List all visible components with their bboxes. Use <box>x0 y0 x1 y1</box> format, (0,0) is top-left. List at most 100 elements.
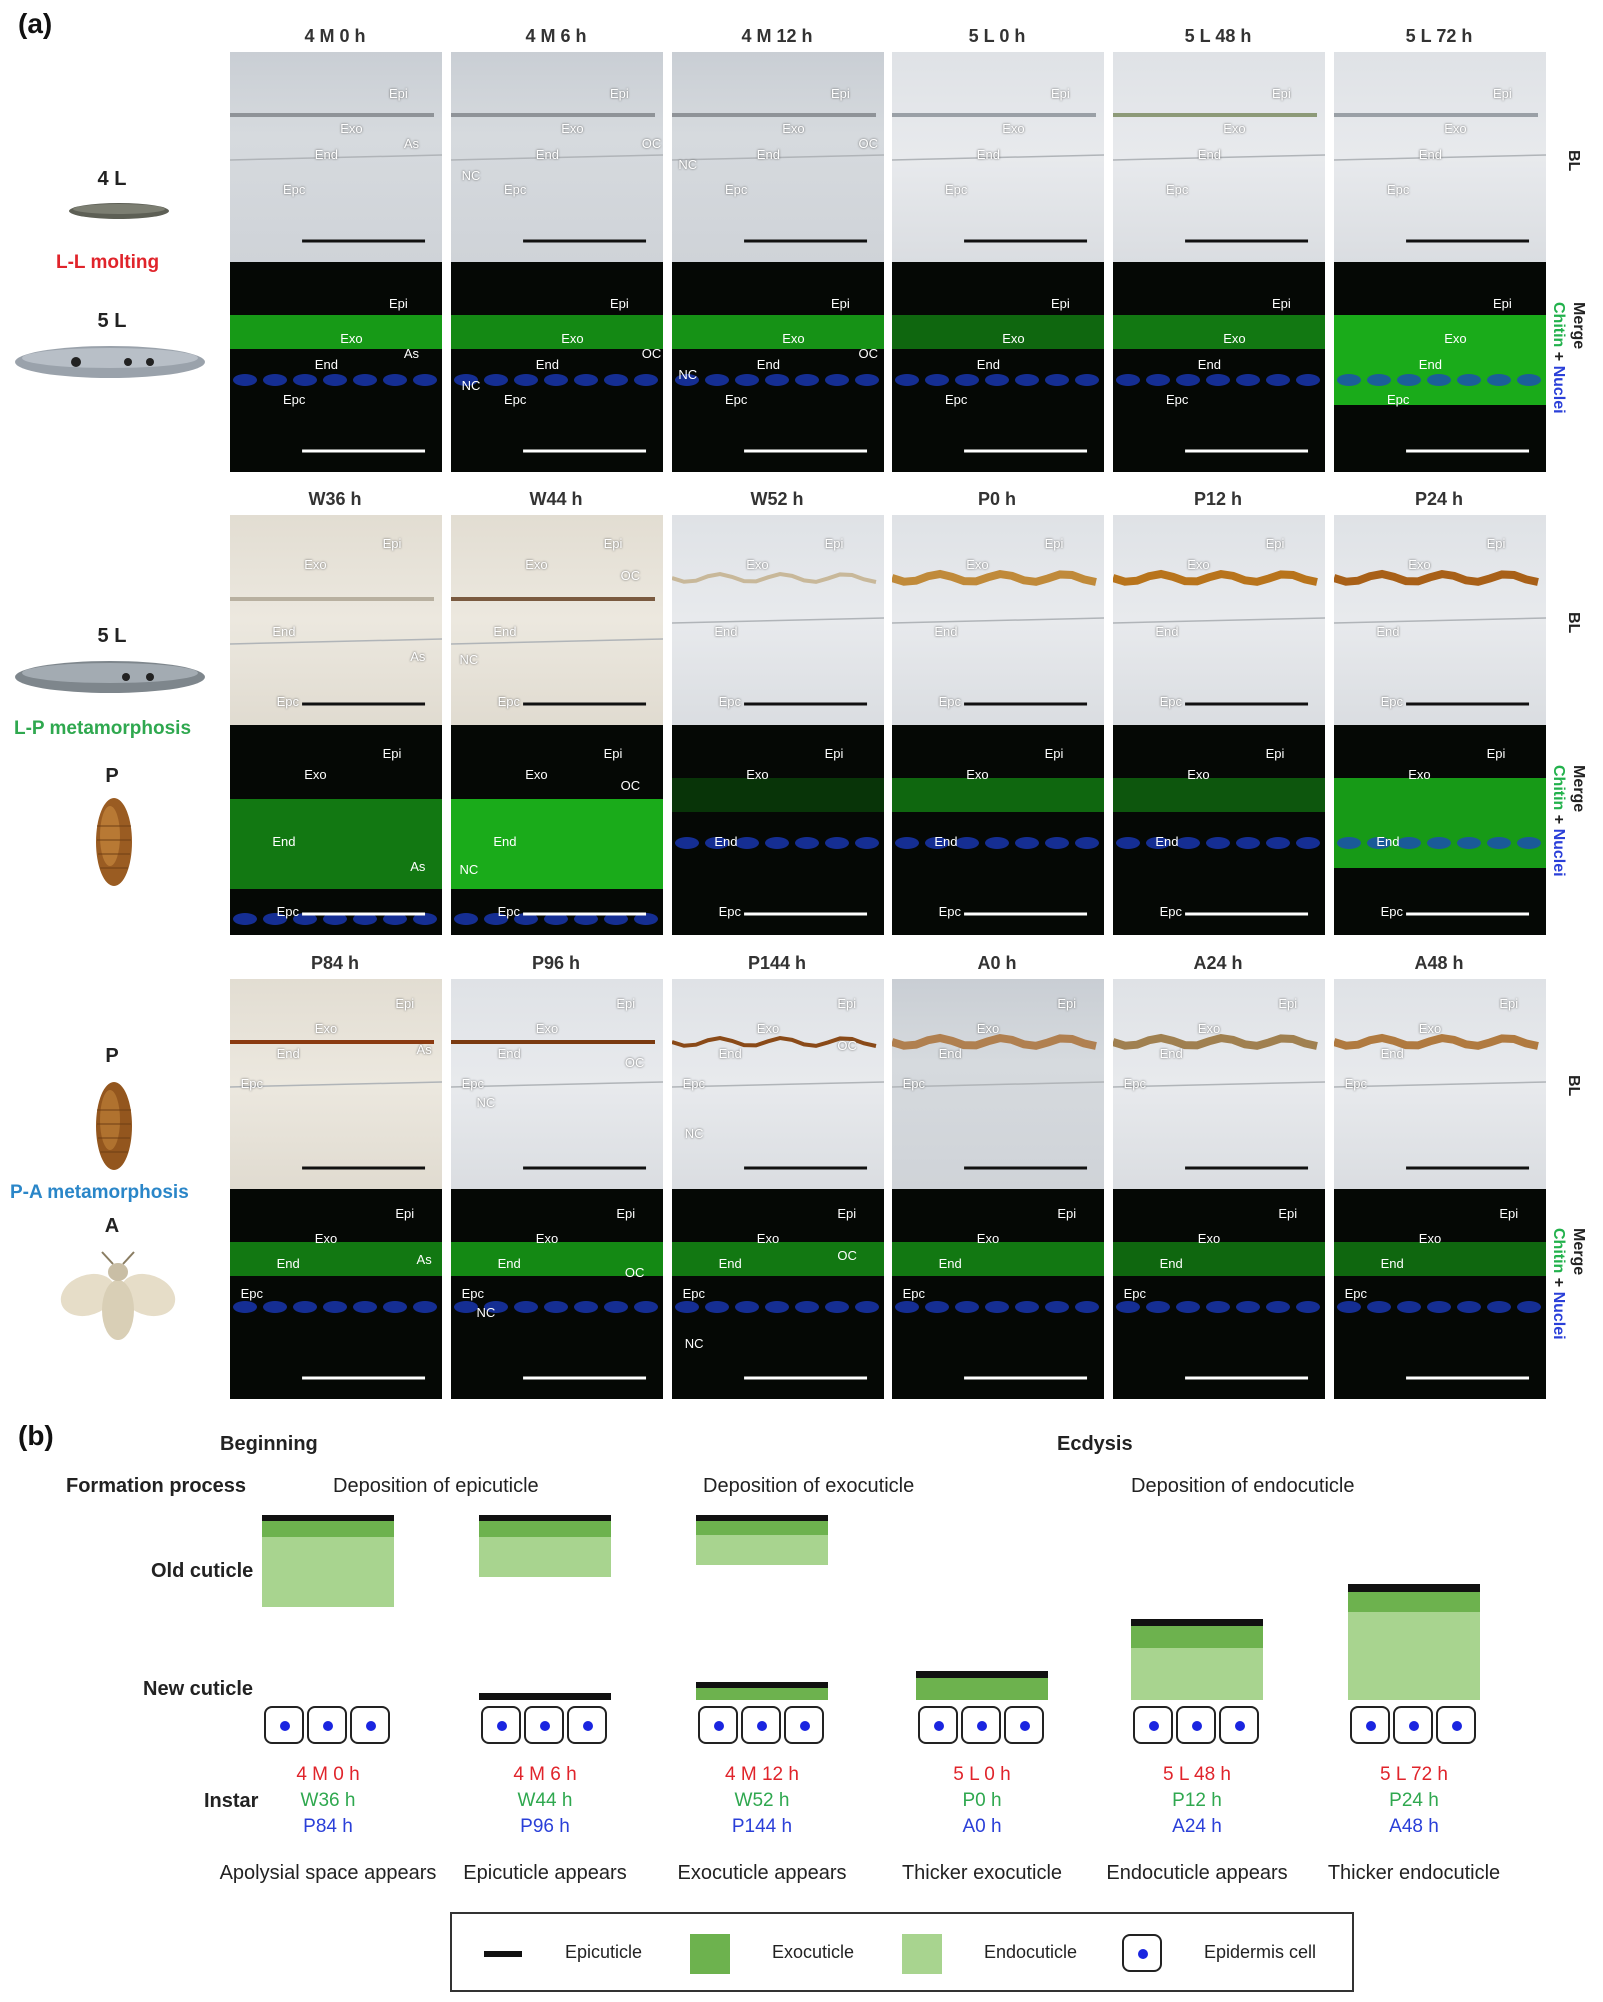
new-exocuticle-layer <box>916 1678 1048 1700</box>
annotation-epc: Epc <box>283 182 306 198</box>
annotation-epi: Epi <box>395 995 415 1011</box>
instar-blue-label: A0 h <box>962 1816 1002 1837</box>
nucleus-dot <box>1235 1721 1245 1731</box>
process-l-p-metamorphosis: L-P metamorphosis <box>14 718 192 739</box>
annotation-epi: Epi <box>824 536 844 551</box>
column-title-r3-c5: A24 h <box>1193 953 1243 973</box>
annotation-epc: Epc <box>504 182 527 198</box>
ecdysis-label: Ecdysis <box>1057 1433 1133 1455</box>
annotation-nc: NC <box>476 1304 496 1320</box>
annotation-epi: Epi <box>1272 295 1291 311</box>
annotation-exo: Exo <box>1408 767 1431 782</box>
annotation-oc: OC <box>641 136 662 151</box>
legend-endocuticle-label: Endocuticle <box>984 1942 1078 1962</box>
annotation-nc: NC <box>684 1126 704 1141</box>
fluorescence-image-r3-c3: Epi Exo End Epc OC NC <box>672 1189 884 1399</box>
brightfield-image-r3-c4: Epi Exo End Epc <box>892 979 1104 1189</box>
nucleus-dot <box>1409 1721 1419 1731</box>
process-p-a-metamorphosis: P-A metamorphosis <box>10 1182 189 1203</box>
old-epicuticle-layer <box>696 1515 828 1521</box>
annotation-nc: NC <box>459 651 479 667</box>
nucleus-dot <box>497 1721 507 1731</box>
merge-label-row1: Merge Chitin + Nuclei <box>1550 302 1587 414</box>
annotation-end: End <box>756 356 780 372</box>
instar-times-col3: 4 M 12 h W52 h P144 h <box>692 1762 832 1840</box>
annotation-nc: NC <box>461 377 481 393</box>
annotation-epi: Epi <box>603 746 623 761</box>
annotation-exo: Exo <box>782 331 805 347</box>
larva-5l-row2-image <box>15 661 205 693</box>
column-title-r1-c6: 5 L 72 h <box>1405 26 1473 46</box>
annotation-nc: NC <box>476 1094 496 1110</box>
instar-green-label: W44 h <box>517 1790 573 1811</box>
moth-image <box>60 1251 176 1340</box>
annotation-exo: Exo <box>525 767 548 782</box>
annotation-epc: Epc <box>1380 693 1404 709</box>
annotation-epc: Epc <box>1123 1075 1146 1091</box>
annotation-end: End <box>493 834 517 850</box>
stage-caption-col4: Thicker exocuticle <box>901 1862 1063 1884</box>
annotation-epc: Epc <box>461 1075 484 1091</box>
annotation-oc: OC <box>858 346 879 361</box>
stage-caption-col6: Thicker endocuticle <box>1327 1862 1501 1884</box>
annotation-end: End <box>1418 146 1442 162</box>
new-cuticle-label: New cuticle <box>143 1678 254 1700</box>
annotation-end: End <box>276 1046 300 1062</box>
annotation-as: As <box>403 346 419 361</box>
column-title-r2-c2: W44 h <box>529 489 583 509</box>
annotation-end: End <box>272 624 296 640</box>
instar-times-col6: 5 L 72 h P24 h A48 h <box>1344 1762 1484 1840</box>
annotation-epi: Epi <box>1265 536 1285 551</box>
nucleus-dot <box>714 1721 724 1731</box>
column-title-r2-c5: P12 h <box>1193 489 1243 509</box>
annotation-oc: OC <box>624 1264 645 1280</box>
brightfield-image-r3-c6: Epi Exo End Epc <box>1334 979 1546 1189</box>
phase-exocuticle: Deposition of exocuticle <box>703 1475 915 1497</box>
annotation-epc: Epc <box>682 1075 705 1091</box>
annotation-oc: OC <box>858 136 879 151</box>
fluorescence-image-r2-c6: Epi Exo End Epc <box>1334 725 1546 935</box>
annotation-epc: Epc <box>497 903 521 919</box>
annotation-epi: Epi <box>1493 85 1512 101</box>
annotation-epc: Epc <box>902 1075 925 1091</box>
annotation-oc: OC <box>837 1247 857 1263</box>
annotation-epc: Epc <box>1344 1075 1367 1091</box>
epidermis-cell <box>1436 1706 1476 1744</box>
fluorescence-image-r1-c6: Epi Exo End Epc <box>1334 262 1546 472</box>
annotation-epi: Epi <box>382 536 402 551</box>
brightfield-image-r1-c5: Epi Exo End Epc <box>1113 52 1325 262</box>
annotation-end: End <box>276 1256 300 1272</box>
column-title-r1-c1: 4 M 0 h <box>304 26 366 46</box>
annotation-epi: Epi <box>616 995 636 1011</box>
annotation-oc: OC <box>620 777 641 793</box>
old-epicuticle-layer <box>262 1515 394 1521</box>
stage-label-5l-row2: 5 L <box>97 625 127 647</box>
annotation-end: End <box>1376 624 1400 640</box>
instar-red-label: 4 M 6 h <box>513 1764 577 1785</box>
annotation-exo: Exo <box>746 557 769 572</box>
brightfield-image-r2-c5: Epi Exo End Epc <box>1113 515 1325 725</box>
annotation-end: End <box>714 624 738 640</box>
new-endocuticle-layer <box>1348 1612 1480 1700</box>
merge-label-row2: Merge Chitin + Nuclei <box>1550 765 1587 877</box>
brightfield-image-r1-c2: Epi Exo End Epc OC NC <box>451 52 663 262</box>
old-endocuticle-layer <box>696 1535 828 1565</box>
annotation-end: End <box>938 1046 962 1062</box>
annotation-as: As <box>403 136 419 151</box>
annotation-exo: Exo <box>976 1231 1000 1246</box>
instar-times-col5: 5 L 48 h P12 h A24 h <box>1127 1762 1267 1840</box>
instar-times-col1: 4 M 0 h W36 h P84 h <box>258 1762 398 1840</box>
annotation-end: End <box>1197 146 1221 162</box>
brightfield-image-r2-c1: Epi Exo End Epc As <box>230 515 442 725</box>
column-title-r2-c4: P0 h <box>977 489 1016 509</box>
annotation-exo: Exo <box>304 557 327 572</box>
larva-4l-image <box>69 203 169 219</box>
annotation-epc: Epc <box>945 392 968 408</box>
old-exocuticle-layer <box>696 1521 828 1535</box>
annotation-exo: Exo <box>756 1231 780 1246</box>
legend-box: Epicuticle Exocuticle Endocuticle Epider… <box>450 1912 1354 1992</box>
new-epicuticle-layer <box>696 1682 828 1688</box>
stage-label-5l: 5 L <box>97 310 127 332</box>
annotation-exo: Exo <box>1187 557 1210 572</box>
annotation-epi: Epi <box>389 85 408 101</box>
